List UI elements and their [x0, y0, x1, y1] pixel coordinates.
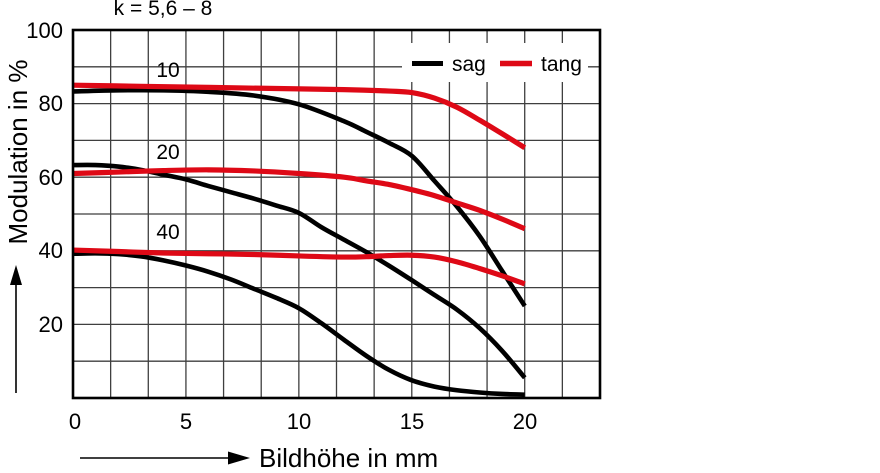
- x-tick-0: 0: [69, 409, 81, 434]
- legend-sag-label: sag: [452, 53, 486, 76]
- curve-tang-10: [72, 82, 527, 150]
- curve-tang-20: [72, 167, 526, 232]
- curve-sag-10: [72, 87, 527, 308]
- chart-title: k = 5,6 – 8: [114, 0, 213, 20]
- y-axis-ticks: 100 80 60 40 20: [26, 18, 63, 337]
- x-axis-ticks: 0 5 10 15 20: [69, 409, 537, 434]
- plot-border: [71, 28, 602, 400]
- y-tick-40: 40: [39, 238, 63, 263]
- y-tick-20: 20: [39, 312, 63, 337]
- legend-tang-label: tang: [541, 53, 582, 76]
- y-axis-arrow-icon: [10, 265, 22, 393]
- x-axis-label: Bildhöhe in mm: [259, 443, 438, 473]
- y-tick-60: 60: [39, 165, 63, 190]
- x-tick-5: 5: [180, 409, 192, 434]
- x-tick-10: 10: [287, 409, 311, 434]
- legend: sag tang: [402, 43, 588, 82]
- curve-label-20: 20: [156, 141, 179, 164]
- x-tick-15: 15: [400, 409, 424, 434]
- curve-label-40: 40: [156, 221, 179, 244]
- curve-label-10: 10: [156, 59, 179, 82]
- y-tick-80: 80: [39, 91, 63, 116]
- y-axis-label: Modulation in %: [3, 60, 33, 245]
- y-tick-100: 100: [26, 18, 63, 43]
- curve-tang-40: [72, 247, 526, 287]
- curve-sag-40: [72, 251, 525, 397]
- x-axis-arrow-icon: [80, 451, 250, 465]
- mtf-curves: [72, 82, 527, 397]
- x-tick-20: 20: [513, 409, 537, 434]
